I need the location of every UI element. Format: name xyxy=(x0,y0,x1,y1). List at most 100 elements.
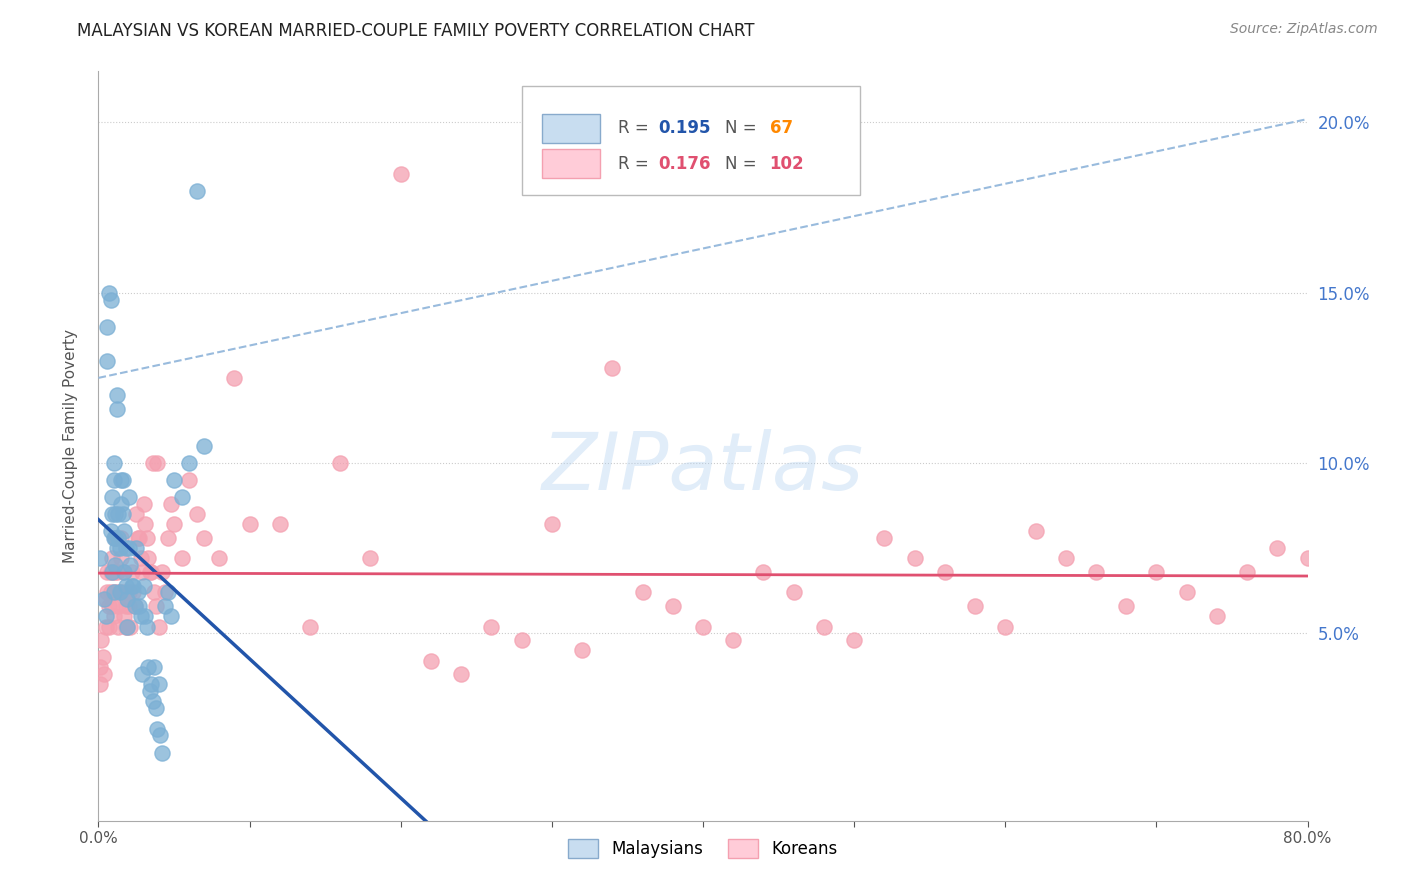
Point xyxy=(148,677,170,691)
FancyBboxPatch shape xyxy=(522,87,860,195)
Point xyxy=(661,599,683,613)
Point xyxy=(118,599,141,613)
Point xyxy=(110,551,132,566)
Point xyxy=(156,531,179,545)
Point xyxy=(96,565,118,579)
Point xyxy=(481,619,503,633)
Point xyxy=(125,507,148,521)
Point xyxy=(163,517,186,532)
Point xyxy=(108,585,131,599)
Point xyxy=(146,722,169,736)
Text: N =: N = xyxy=(724,120,762,137)
Point xyxy=(179,456,201,470)
Point xyxy=(1024,524,1046,538)
Point xyxy=(193,439,215,453)
Y-axis label: Married-Couple Family Poverty: Married-Couple Family Poverty xyxy=(63,329,77,563)
Text: 67: 67 xyxy=(769,120,793,137)
Point xyxy=(90,633,112,648)
Point xyxy=(1236,565,1258,579)
Point xyxy=(127,531,149,545)
Point xyxy=(101,565,124,579)
Point xyxy=(104,507,127,521)
Point xyxy=(104,558,127,573)
Point xyxy=(112,585,135,599)
Text: R =: R = xyxy=(619,120,654,137)
Text: 0.195: 0.195 xyxy=(658,120,711,137)
Point xyxy=(111,473,134,487)
Point xyxy=(98,285,121,300)
Point xyxy=(723,633,745,648)
Legend: Malaysians, Koreans: Malaysians, Koreans xyxy=(561,832,845,864)
Point xyxy=(104,531,127,545)
Point xyxy=(89,677,111,691)
Point xyxy=(118,585,141,599)
Point xyxy=(114,599,136,613)
Point xyxy=(208,551,231,566)
Point xyxy=(994,619,1017,633)
Point xyxy=(118,541,141,556)
Point xyxy=(269,517,291,532)
Point xyxy=(510,633,533,648)
Point xyxy=(873,531,896,545)
Point xyxy=(142,694,165,708)
Point xyxy=(131,667,153,681)
Point xyxy=(93,592,115,607)
Point xyxy=(450,667,472,681)
Point xyxy=(692,619,714,633)
Point xyxy=(160,497,183,511)
Point xyxy=(96,354,118,368)
Point xyxy=(136,660,159,674)
Point xyxy=(105,388,128,402)
Point xyxy=(101,490,124,504)
Point xyxy=(135,531,157,545)
Point xyxy=(107,619,129,633)
Point xyxy=(100,293,122,307)
Point xyxy=(186,184,208,198)
Point xyxy=(93,667,115,681)
Point xyxy=(239,517,262,532)
Point xyxy=(186,507,208,521)
Point xyxy=(752,565,775,579)
Text: Source: ZipAtlas.com: Source: ZipAtlas.com xyxy=(1230,22,1378,37)
Point xyxy=(224,371,246,385)
Point xyxy=(141,677,163,691)
Point xyxy=(145,701,167,715)
Point xyxy=(602,360,624,375)
Point xyxy=(103,609,125,624)
Point xyxy=(111,507,134,521)
Point xyxy=(111,565,134,579)
Point xyxy=(108,585,131,599)
Point xyxy=(110,497,132,511)
Point xyxy=(150,746,173,760)
Text: N =: N = xyxy=(724,154,762,172)
FancyBboxPatch shape xyxy=(543,114,600,143)
Point xyxy=(91,650,114,665)
Point xyxy=(89,551,111,566)
Point xyxy=(135,619,157,633)
Point xyxy=(98,599,121,613)
Point xyxy=(1054,551,1077,566)
Point xyxy=(844,633,866,648)
Text: 0.176: 0.176 xyxy=(658,154,711,172)
FancyBboxPatch shape xyxy=(543,149,600,178)
Point xyxy=(299,619,322,633)
Point xyxy=(98,619,121,633)
Point xyxy=(143,660,166,674)
Point xyxy=(160,609,183,624)
Point xyxy=(1115,599,1137,613)
Point xyxy=(115,619,138,633)
Point xyxy=(965,599,987,613)
Point xyxy=(934,565,956,579)
Point xyxy=(389,167,412,181)
Point xyxy=(89,660,111,674)
Point xyxy=(105,401,128,416)
Point xyxy=(125,541,148,556)
Point xyxy=(115,619,138,633)
Point xyxy=(149,729,172,743)
Point xyxy=(118,490,141,504)
Point xyxy=(1085,565,1108,579)
Point xyxy=(136,551,159,566)
Point xyxy=(1175,585,1198,599)
Point xyxy=(112,524,135,538)
Point xyxy=(101,551,124,566)
